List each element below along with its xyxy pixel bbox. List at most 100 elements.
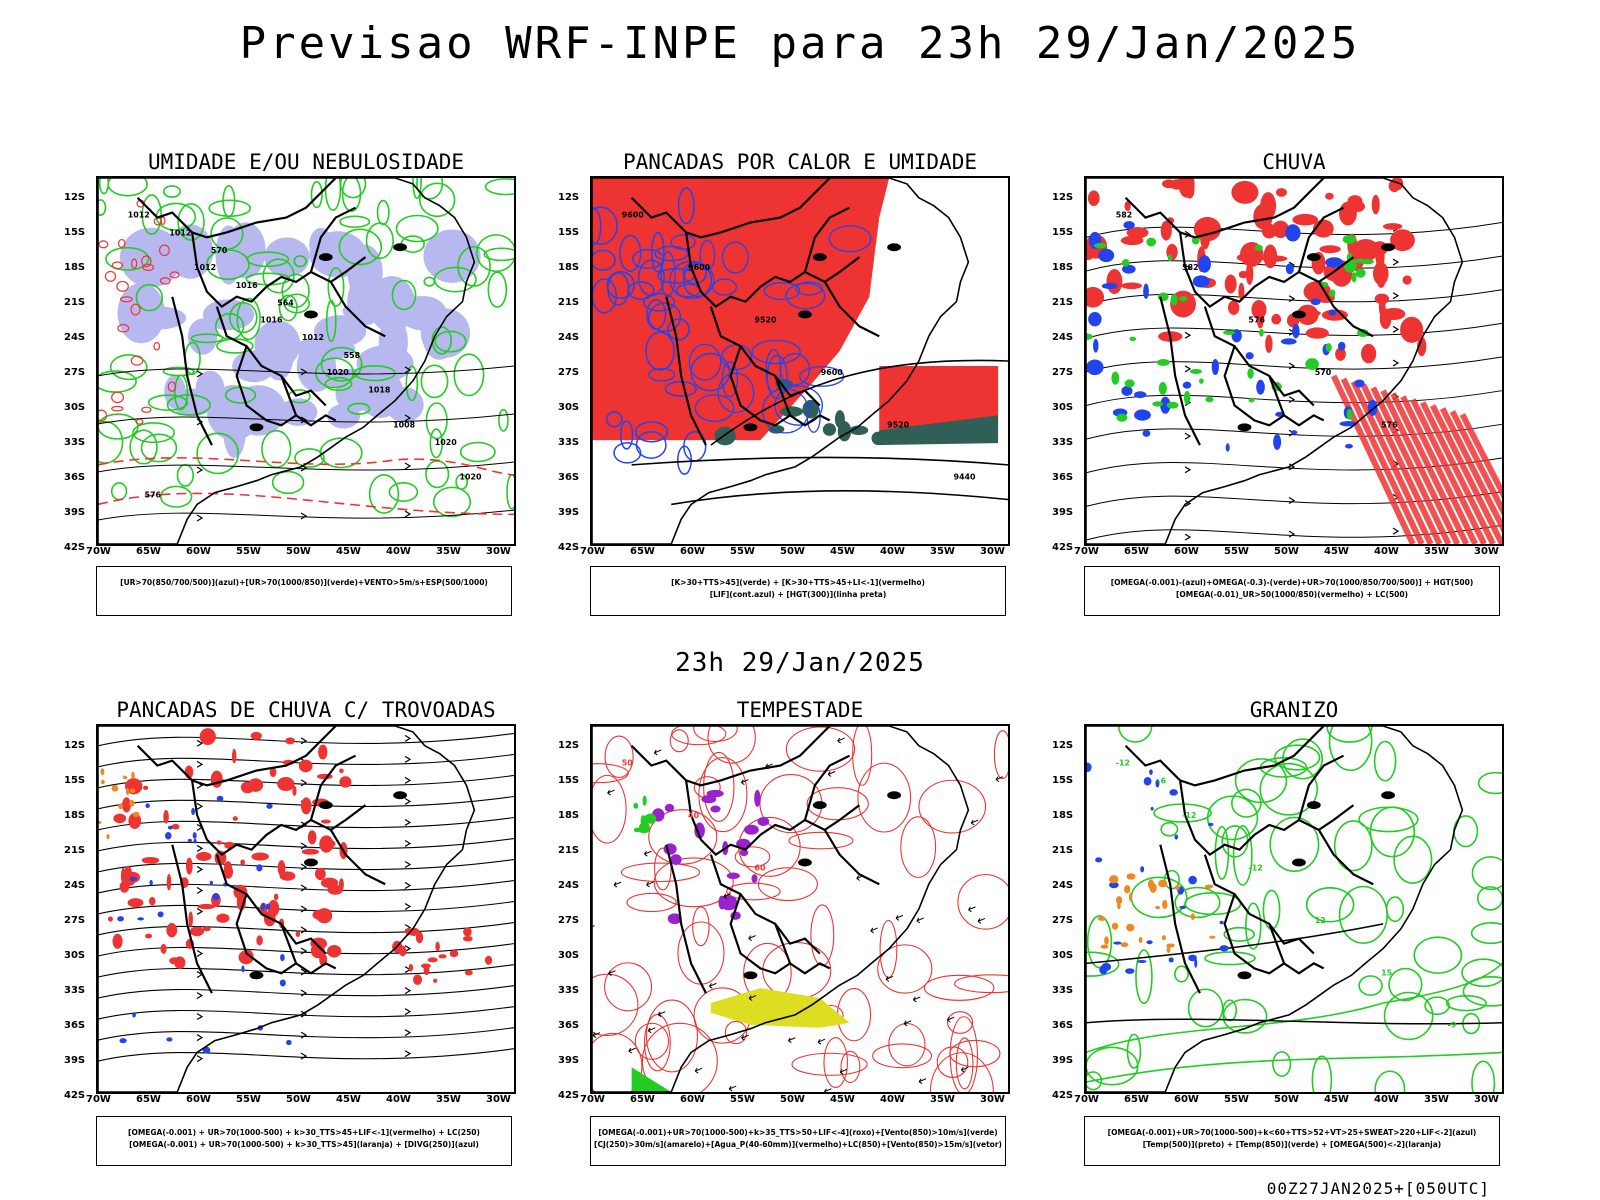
contour-label: 50 [622, 759, 634, 768]
lat-tick-label: 15S [1052, 775, 1074, 786]
lat-tick-label: 27S [1052, 915, 1074, 926]
panel-title: TEMPESTADE [736, 698, 864, 722]
lon-tick-label: 35W [436, 546, 461, 557]
lat-tick-label: 39S [64, 507, 86, 518]
lon-tick-label: 40W [880, 546, 905, 557]
lon-tick-label: 60W [186, 546, 211, 557]
lon-tick-label: 55W [236, 546, 261, 557]
lon-tick-label: 45W [1324, 1094, 1349, 1105]
contour-label: 1012 [128, 211, 150, 220]
lon-tick-label: 30W [1474, 546, 1499, 557]
contour-label: -12 [1248, 863, 1262, 872]
panel-legend: [OMEGA(-0.001)+UR>70(1000-500)+k>35_TTS>… [590, 1116, 1006, 1166]
lat-tick-label: 42S [1052, 1090, 1074, 1101]
lat-tick-label: 24S [558, 880, 580, 891]
panel-title: CHUVA [1262, 150, 1326, 174]
lon-tick-label: 35W [1424, 1094, 1449, 1105]
contour-label: -12 [1182, 811, 1196, 820]
map-panel: 50 40 60 [590, 724, 1010, 1094]
lat-tick-label: 21S [558, 297, 580, 308]
contour-label: 1018 [368, 386, 391, 395]
lat-tick-label: 36S [64, 472, 86, 483]
legend-line: [K>30+TTS>45](verde) + [K>30+TTS>45+LI<-… [671, 578, 925, 587]
lat-tick-label: 36S [1052, 472, 1074, 483]
lat-tick-label: 21S [558, 845, 580, 856]
lat-tick-label: 12S [64, 740, 86, 751]
lon-tick-label: 50W [286, 546, 311, 557]
lat-tick-label: 24S [64, 332, 86, 343]
lat-tick-label: 27S [558, 915, 580, 926]
lon-tick-label: 50W [780, 1094, 805, 1105]
map-panel: 1012 1012 1016 1020 1008 1020 1012 1016 1012 1018… [96, 176, 516, 546]
legend-line: [OMEGA(-0.001) + UR>70(1000-500) + k>30_… [128, 1128, 480, 1137]
run-stamp: 00Z27JAN2025+[050UTC] [1266, 1179, 1490, 1198]
lat-tick-label: 39S [558, 507, 580, 518]
lon-tick-label: 35W [1424, 546, 1449, 557]
lon-tick-label: 65W [630, 546, 655, 557]
panel-title: PANCADAS DE CHUVA C/ TROVOADAS [116, 698, 496, 722]
lat-tick-label: 30S [64, 402, 86, 413]
contour-label: 1012 [302, 333, 324, 342]
panel-legend: [OMEGA(-0.001)-(azul)+OMEGA(-0.3)-(verde… [1084, 566, 1500, 616]
lon-tick-label: 50W [1274, 546, 1299, 557]
contour-label: 15 [1381, 968, 1392, 977]
lat-tick-label: 33S [64, 985, 86, 996]
lat-tick-label: 30S [1052, 402, 1074, 413]
legend-line: [OMEGA(-0.001)-(azul)+OMEGA(-0.3)-(verde… [1110, 578, 1474, 587]
lat-tick-label: 12S [1052, 740, 1074, 751]
lat-tick-label: 15S [1052, 227, 1074, 238]
lat-tick-label: 33S [64, 437, 86, 448]
lat-tick-label: 42S [64, 1090, 86, 1101]
legend-line: [LIF](cont.azul) + [HGT(300)](linha pret… [709, 590, 887, 599]
lat-tick-label: 30S [1052, 950, 1074, 961]
contour-label: 12 [1315, 916, 1326, 925]
lon-tick-label: 35W [930, 1094, 955, 1105]
lat-tick-label: 12S [1052, 192, 1074, 203]
contour-label: 9440 [954, 473, 977, 482]
lat-tick-label: 36S [64, 1020, 86, 1031]
lat-tick-label: 18S [558, 810, 580, 821]
lat-tick-label: 18S [64, 810, 86, 821]
lon-tick-label: 55W [730, 546, 755, 557]
lon-tick-label: 50W [780, 546, 805, 557]
lon-tick-label: 65W [136, 546, 161, 557]
map-panel [96, 724, 516, 1094]
lon-tick-label: 60W [680, 546, 705, 557]
lon-tick-label: 30W [1474, 1094, 1499, 1105]
lat-tick-label: 39S [558, 1055, 580, 1066]
lat-tick-label: 24S [64, 880, 86, 891]
lat-tick-label: 12S [64, 192, 86, 203]
map-panel: 9600 9600 9520 9600 9520 9440 [590, 176, 1010, 546]
lat-tick-label: 42S [558, 1090, 580, 1101]
forecast-time-title: 23h 29/Jan/2025 [675, 648, 925, 678]
lon-tick-label: 45W [336, 546, 361, 557]
legend-line: [OMEGA(-0.001) + UR>70(1000-500) + k>30_… [129, 1140, 479, 1149]
legend-line: [OMEGA(-0.001)+UR>70(1000-500)+k<60+TTS>… [1107, 1128, 1477, 1137]
lat-tick-label: 33S [1052, 985, 1074, 996]
contour-label: 9520 [754, 315, 777, 324]
lat-tick-label: 36S [558, 1020, 580, 1031]
legend-line: [OMEGA(-0.01)_UR>50(1000/850)(vermelho) … [1175, 590, 1409, 599]
lat-tick-label: 33S [558, 437, 580, 448]
contour-label: 564 [277, 299, 294, 308]
lon-tick-label: 45W [830, 1094, 855, 1105]
lat-tick-label: 42S [1052, 542, 1074, 553]
contour-label: 1020 [327, 368, 350, 377]
lat-tick-label: 12S [558, 740, 580, 751]
contour-label: -6 [1157, 776, 1166, 785]
contour-label: 576 [1248, 315, 1265, 324]
lon-tick-label: 30W [486, 546, 511, 557]
legend-line: [Temp(500)](preto) + [Temp(850)](verde) … [1142, 1140, 1442, 1149]
lon-tick-label: 55W [236, 1094, 261, 1105]
lat-tick-label: 39S [1052, 1055, 1074, 1066]
lon-tick-label: 70W [1074, 1094, 1099, 1105]
lon-tick-label: 40W [386, 1094, 411, 1105]
lat-tick-label: 30S [558, 402, 580, 413]
contour-label: 60 [754, 863, 766, 872]
contour-label: 1012 [194, 263, 216, 272]
contour-label: 576 [1381, 420, 1398, 429]
lat-tick-label: 12S [558, 192, 580, 203]
contour-label: 1020 [435, 438, 458, 447]
panel-title: UMIDADE E/OU NEBULOSIDADE [147, 150, 465, 174]
lon-tick-label: 60W [1174, 546, 1199, 557]
